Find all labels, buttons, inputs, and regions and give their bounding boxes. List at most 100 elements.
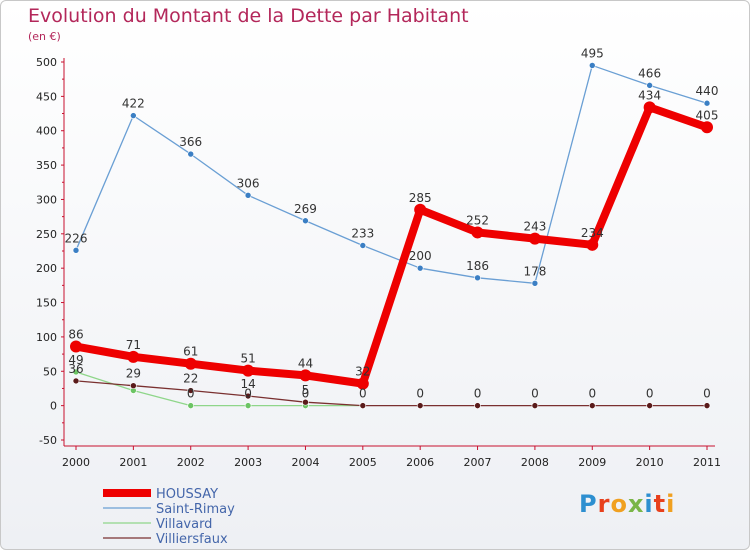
- data-label-houssay: 71: [126, 338, 141, 352]
- data-point-saint-rimay: [72, 247, 80, 254]
- y-tick-label: 200: [36, 262, 57, 275]
- data-point-houssay: [242, 364, 255, 377]
- data-point-houssay: [643, 101, 656, 114]
- y-tick-label: 100: [36, 331, 57, 344]
- x-tick-label: 2000: [62, 456, 90, 469]
- x-tick-label: 2007: [464, 456, 492, 469]
- x-tick-label: 2010: [636, 456, 664, 469]
- data-point-villavard: [187, 402, 195, 409]
- data-point-saint-rimay: [302, 217, 309, 225]
- data-point-villiersfaux: [302, 398, 309, 406]
- data-point-houssay: [184, 357, 197, 370]
- data-label-villiersfaux: 0: [474, 387, 482, 401]
- data-point-villiersfaux: [588, 402, 596, 409]
- legend-label-houssay: HOUSSAY: [156, 487, 218, 502]
- x-tick-label: 2005: [349, 456, 377, 469]
- x-tick-label: 2004: [291, 456, 319, 469]
- data-label-villiersfaux: 0: [703, 387, 711, 401]
- x-tick-label: 2011: [693, 456, 721, 469]
- chart-unit: (en €): [28, 30, 61, 43]
- data-label-saint-rimay: 495: [581, 46, 604, 60]
- data-label-houssay: 405: [696, 108, 719, 122]
- data-point-saint-rimay: [531, 280, 539, 287]
- data-point-saint-rimay: [359, 242, 367, 249]
- data-point-villiersfaux: [703, 402, 711, 409]
- data-point-villiersfaux: [72, 377, 80, 385]
- series-line-villiersfaux: [75, 380, 707, 407]
- y-tick-label: -50: [39, 434, 57, 447]
- data-label-saint-rimay: 200: [409, 249, 432, 263]
- data-label-saint-rimay: 226: [65, 231, 88, 245]
- data-label-houssay: 234: [581, 226, 604, 240]
- data-point-houssay: [356, 377, 369, 390]
- data-label-houssay: 61: [183, 345, 198, 359]
- series-lines: [70, 62, 713, 409]
- data-point-houssay: [586, 238, 599, 251]
- data-label-villiersfaux: 22: [183, 372, 198, 386]
- logo-letter: t: [653, 490, 667, 518]
- data-label-saint-rimay: 440: [696, 84, 719, 98]
- data-label-saint-rimay: 306: [237, 176, 260, 190]
- x-tick-label: 2003: [234, 456, 262, 469]
- y-tick-label: 50: [43, 365, 57, 378]
- data-label-saint-rimay: 178: [523, 264, 546, 278]
- data-point-villiersfaux: [474, 402, 481, 409]
- y-tick-label: 400: [36, 125, 57, 138]
- data-point-villiersfaux: [359, 402, 367, 409]
- data-label-houssay: 44: [298, 356, 313, 370]
- data-point-houssay: [299, 369, 312, 382]
- legend-label-villiersfaux: Villiersfaux: [156, 532, 228, 547]
- data-point-saint-rimay: [646, 82, 653, 89]
- data-point-villavard: [244, 402, 252, 409]
- data-point-villiersfaux: [646, 402, 653, 409]
- data-label-saint-rimay: 186: [466, 259, 489, 273]
- data-label-houssay: 243: [523, 220, 546, 234]
- data-point-houssay: [70, 340, 82, 353]
- data-label-villavard: 0: [302, 387, 310, 401]
- data-label-villiersfaux: 0: [588, 387, 596, 401]
- logo-letter: i: [666, 490, 676, 518]
- legend-label-saint-rimay: Saint-Rimay: [156, 502, 235, 517]
- data-label-villiersfaux: 0: [359, 387, 367, 401]
- data-label-houssay: 434: [638, 88, 661, 102]
- data-label-villiersfaux: 29: [126, 367, 141, 381]
- data-point-villiersfaux: [187, 387, 195, 394]
- data-label-houssay: 86: [68, 328, 83, 342]
- logo-letter: o: [610, 490, 628, 518]
- y-tick-label: 250: [36, 228, 57, 241]
- data-point-villavard: [72, 368, 80, 376]
- data-point-houssay: [528, 232, 541, 245]
- data-label-villiersfaux: 14: [240, 377, 255, 391]
- data-label-saint-rimay: 269: [294, 202, 317, 216]
- logo-letter: r: [597, 490, 611, 518]
- data-point-villiersfaux: [531, 402, 539, 409]
- data-point-saint-rimay: [703, 99, 711, 107]
- y-tick-label: 500: [36, 56, 57, 69]
- data-label-saint-rimay: 366: [179, 135, 202, 149]
- data-label-villiersfaux: 5: [302, 383, 310, 397]
- data-label-villiersfaux: 0: [531, 387, 539, 401]
- chart-title: Evolution du Montant de la Dette par Hab…: [28, 5, 469, 27]
- x-tick-label: 2006: [406, 456, 434, 469]
- data-point-houssay: [127, 350, 140, 363]
- logo-letter: P: [579, 490, 598, 518]
- series-line-villavard: [75, 371, 363, 407]
- logo-letter: i: [644, 490, 654, 518]
- y-tick-label: 150: [36, 297, 57, 310]
- data-point-houssay: [701, 121, 713, 134]
- data-label-villavard: 49: [68, 353, 83, 367]
- data-point-saint-rimay: [187, 150, 195, 158]
- data-point-houssay: [471, 226, 484, 239]
- data-label-houssay: 252: [466, 213, 489, 227]
- data-label-saint-rimay: 422: [122, 97, 145, 111]
- series-line-houssay: [75, 103, 709, 388]
- x-tick-label: 2008: [521, 456, 549, 469]
- data-label-saint-rimay: 233: [351, 227, 374, 241]
- data-point-saint-rimay: [416, 264, 424, 272]
- data-label-villiersfaux: 0: [646, 387, 654, 401]
- data-point-saint-rimay: [588, 62, 596, 69]
- data-label-houssay: 51: [240, 352, 255, 366]
